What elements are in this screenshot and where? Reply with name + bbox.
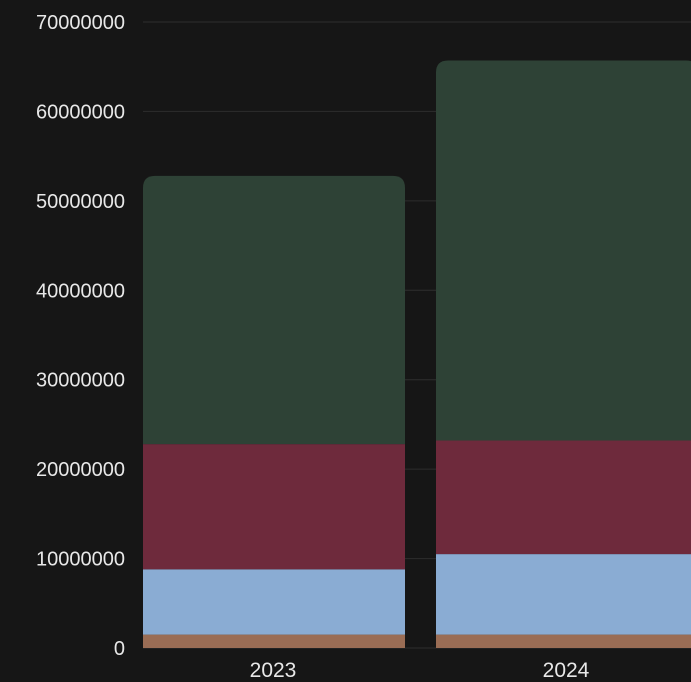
bar-segment-2023-s0 xyxy=(143,634,405,648)
x-category-label: 2023 xyxy=(250,659,297,682)
bar-segment-2023-s1 xyxy=(143,569,405,635)
y-tick-label: 30000000 xyxy=(36,370,125,392)
bar-segment-2023-s2 xyxy=(143,444,405,570)
y-tick-label: 50000000 xyxy=(36,191,125,213)
y-tick-label: 10000000 xyxy=(36,549,125,571)
x-category-label: 2024 xyxy=(543,659,590,682)
y-axis-tick-labels: 0 10000000 20000000 30000000 40000000 5000000… xyxy=(36,12,125,660)
bars xyxy=(143,60,691,648)
bar-segment-2024-s3 xyxy=(436,60,691,441)
y-tick-label: 40000000 xyxy=(36,280,125,302)
bar-segment-2024-s1 xyxy=(436,554,691,635)
bar-segment-2023-s3 xyxy=(143,175,405,445)
y-tick-label: 60000000 xyxy=(36,101,125,123)
y-tick-label: 70000000 xyxy=(36,12,125,34)
bar-segment-2024-s2 xyxy=(436,440,691,555)
x-axis-category-labels: 2023 2024 xyxy=(250,659,590,682)
bar-segment-2024-s0 xyxy=(436,634,691,648)
y-tick-label: 0 xyxy=(114,638,125,660)
y-tick-label: 20000000 xyxy=(36,459,125,481)
